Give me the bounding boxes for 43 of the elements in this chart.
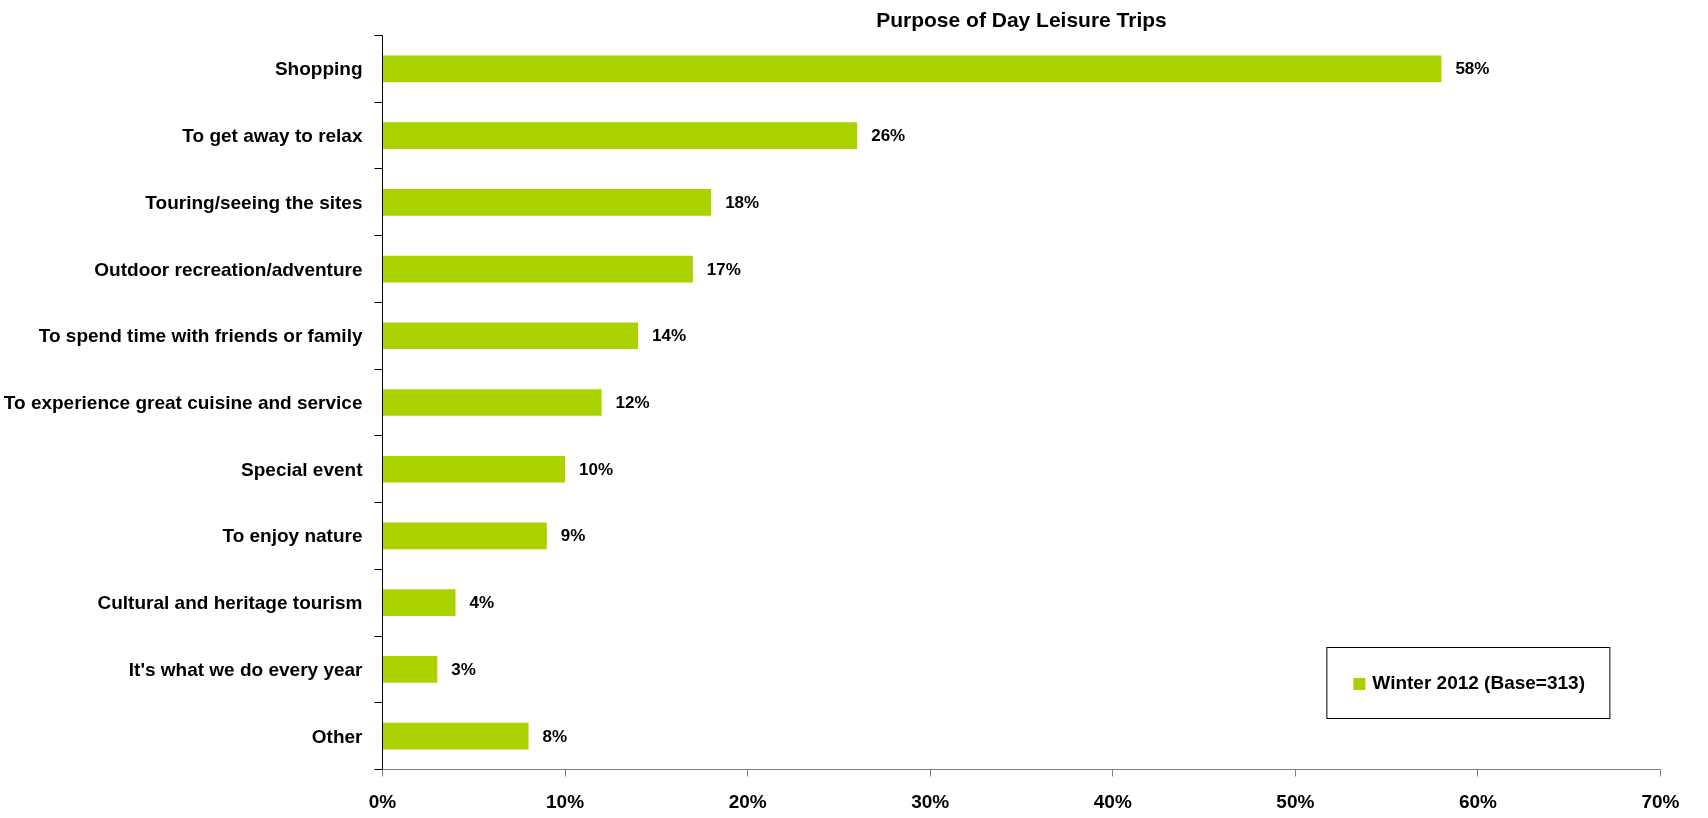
y-tick-label: To get away to relax	[182, 125, 363, 147]
bar	[382, 656, 438, 683]
x-tick-label: 0%	[368, 790, 397, 812]
x-tick-label: 10%	[546, 790, 585, 812]
chart-title: Purpose of Day Leisure Trips	[876, 7, 1167, 31]
y-tick-label: Outdoor recreation/adventure	[94, 258, 363, 280]
data-label: 26%	[871, 126, 906, 146]
bar	[382, 722, 529, 750]
x-tick-label: 70%	[1641, 790, 1680, 812]
bar	[382, 389, 602, 416]
data-label: 8%	[542, 726, 568, 746]
bar	[382, 589, 456, 617]
bar	[382, 322, 639, 350]
bar	[382, 188, 712, 216]
bar	[382, 55, 1442, 83]
y-tick-label: Cultural and heritage tourism	[97, 592, 363, 614]
data-label: 10%	[579, 459, 614, 479]
x-tick-label: 50%	[1276, 790, 1315, 812]
data-label: 58%	[1455, 59, 1490, 79]
data-label: 3%	[451, 659, 476, 679]
data-label: 14%	[652, 326, 687, 346]
data-label: 18%	[725, 192, 760, 212]
y-tick-label: To enjoy nature	[222, 525, 363, 547]
x-tick-label: 30%	[911, 790, 950, 812]
data-label: 17%	[706, 259, 741, 279]
x-tick-label: 20%	[728, 790, 767, 812]
y-tick-label: Special event	[241, 458, 364, 480]
legend-label: Winter 2012 (Base=313)	[1372, 672, 1585, 694]
x-tick-label: 40%	[1093, 790, 1132, 812]
bar	[382, 455, 566, 483]
y-tick-label: It's what we do every year	[128, 658, 364, 680]
bar	[382, 255, 693, 283]
data-label: 12%	[615, 393, 650, 412]
bar	[382, 122, 858, 149]
y-tick-label: Touring/seeing the sites	[145, 191, 363, 213]
y-tick-label: To experience great cuisine and service	[3, 392, 363, 413]
y-tick-label: Shopping	[274, 58, 363, 80]
data-label: 4%	[469, 593, 495, 613]
y-tick-label: Other	[311, 725, 364, 747]
x-tick-label: 60%	[1458, 790, 1498, 812]
bar	[382, 522, 547, 550]
y-tick-label: To spend time with friends or family	[38, 325, 363, 347]
data-label: 9%	[560, 526, 586, 546]
